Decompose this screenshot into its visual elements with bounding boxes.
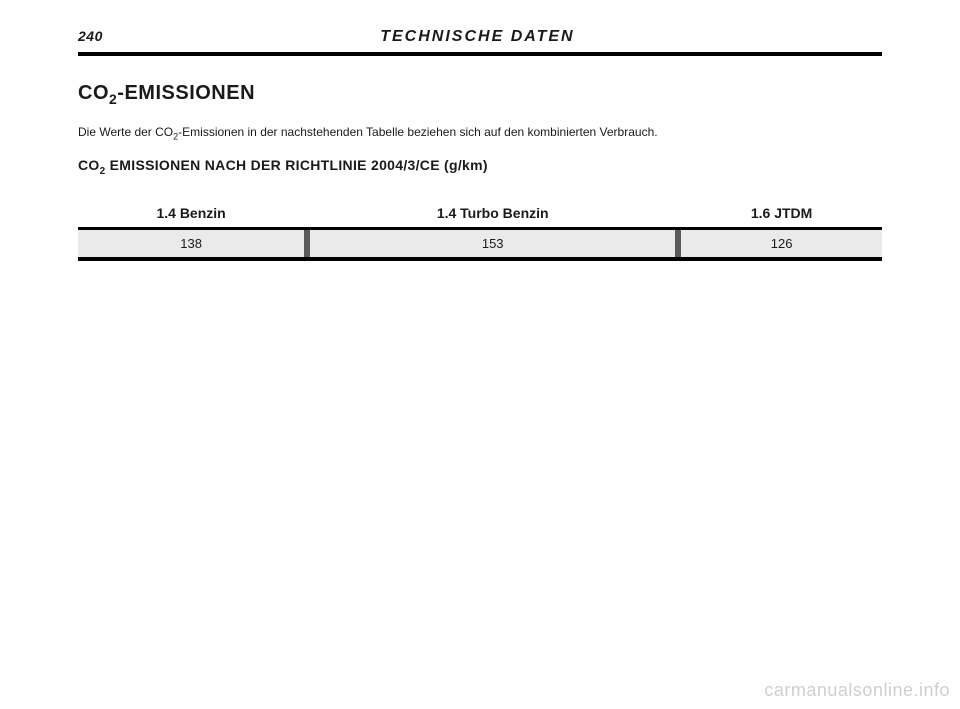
- intro-text: Die Werte der CO2-Emissionen in der nach…: [78, 125, 882, 141]
- section-title: CO2-EMISSIONEN: [78, 82, 882, 107]
- title-pre: CO: [78, 82, 109, 104]
- cell-1: 153: [310, 230, 675, 259]
- document-page: 240 TECHNISCHE DATEN CO2-EMISSIONEN Die …: [0, 0, 960, 261]
- subtitle-pre: CO: [78, 157, 100, 173]
- page-header: 240 TECHNISCHE DATEN: [78, 28, 882, 46]
- col-header-0: 1.4 Benzin: [78, 205, 304, 229]
- page-header-title: TECHNISCHE DATEN: [103, 28, 852, 46]
- col-header-1: 1.4 Turbo Benzin: [310, 205, 675, 229]
- subtitle-post: EMISSIONEN NACH DER RICHTLINIE 2004/3/CE…: [105, 157, 487, 173]
- intro-post: -Emissionen in der nachstehenden Tabelle…: [178, 125, 657, 139]
- cell-2: 126: [681, 230, 882, 259]
- cell-0: 138: [78, 230, 304, 259]
- emissions-table: 1.4 Benzin 1.4 Turbo Benzin 1.6 JTDM 138…: [78, 205, 882, 261]
- table-header-row: 1.4 Benzin 1.4 Turbo Benzin 1.6 JTDM: [78, 205, 882, 229]
- table-bottom-rule: [78, 259, 882, 261]
- table-row: 138 153 126: [78, 230, 882, 259]
- intro-pre: Die Werte der CO: [78, 125, 173, 139]
- title-post: -EMISSIONEN: [117, 82, 255, 104]
- page-number: 240: [78, 28, 103, 44]
- header-rule: [78, 52, 882, 56]
- col-header-2: 1.6 JTDM: [681, 205, 882, 229]
- subtitle: CO2 EMISSIONEN NACH DER RICHTLINIE 2004/…: [78, 157, 882, 177]
- watermark: carmanualsonline.info: [764, 680, 950, 701]
